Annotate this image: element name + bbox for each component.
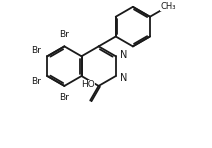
- Text: HO: HO: [81, 80, 95, 89]
- Text: CH₃: CH₃: [160, 2, 176, 11]
- Text: Br: Br: [31, 77, 41, 86]
- Text: Br: Br: [31, 46, 41, 55]
- Text: Br: Br: [59, 30, 69, 39]
- Text: N: N: [120, 50, 128, 60]
- Text: Br: Br: [59, 93, 69, 102]
- Text: N: N: [120, 73, 128, 83]
